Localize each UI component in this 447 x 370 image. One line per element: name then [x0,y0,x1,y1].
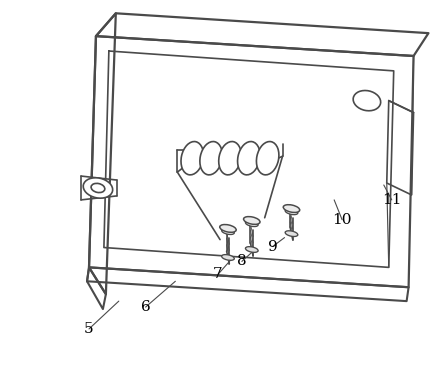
Ellipse shape [283,205,300,212]
Text: 6: 6 [141,300,151,314]
Ellipse shape [285,231,298,236]
Ellipse shape [285,209,298,215]
Ellipse shape [181,142,203,175]
Text: 10: 10 [333,213,352,227]
Ellipse shape [222,229,234,235]
Ellipse shape [244,216,260,224]
Text: 11: 11 [382,193,401,207]
Ellipse shape [91,184,105,192]
Text: 7: 7 [213,267,223,281]
Ellipse shape [222,255,234,260]
Ellipse shape [220,225,236,232]
Text: 5: 5 [84,322,94,336]
Ellipse shape [257,142,279,175]
Text: 8: 8 [237,255,247,268]
Ellipse shape [200,142,222,175]
Ellipse shape [83,178,113,198]
Text: 9: 9 [268,239,278,253]
Ellipse shape [237,142,260,175]
Ellipse shape [219,142,241,175]
Ellipse shape [245,221,258,226]
Ellipse shape [245,247,258,252]
